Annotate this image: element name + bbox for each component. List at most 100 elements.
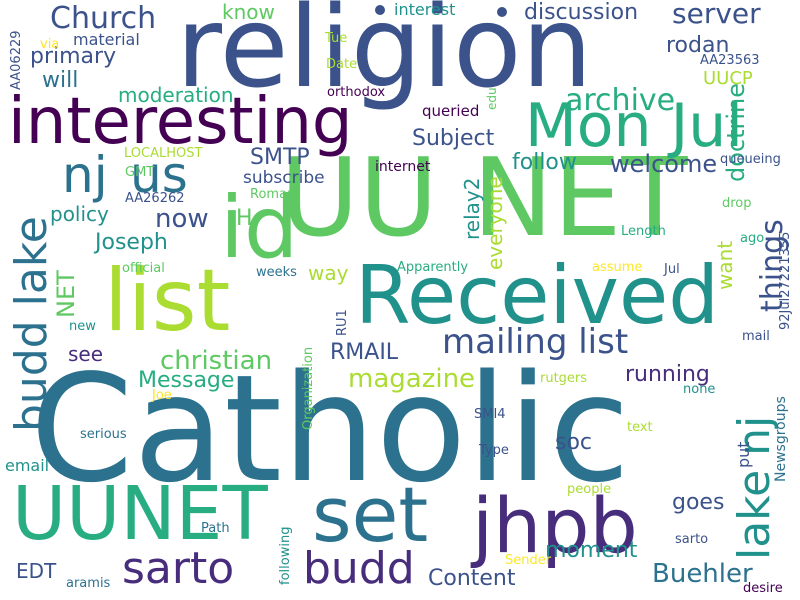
word-date: Date: [326, 57, 358, 72]
word-assume: assume: [592, 260, 643, 275]
word-jhpb: jhpb: [472, 481, 638, 570]
word-queried: queried: [422, 102, 480, 120]
word-received: Received: [355, 249, 719, 342]
dot-top-left: [375, 5, 385, 15]
word-weeks: weeks: [256, 265, 297, 280]
word-id: id: [220, 178, 299, 278]
word-92jul: 92Jul27221355: [778, 231, 793, 330]
word-via: via: [40, 37, 60, 52]
word-want: want: [713, 240, 737, 290]
word-budd-lake: budd lake: [6, 216, 57, 432]
word-internet: internet: [375, 159, 431, 175]
word-smtp: SMTP: [250, 145, 310, 170]
word-joe: Joe: [152, 388, 172, 403]
word-none: none: [683, 382, 716, 397]
word-roman: Roman: [250, 187, 296, 202]
word-gmt: GMT: [125, 165, 155, 180]
word-subject: Subject: [412, 126, 495, 151]
word-discussion: discussion: [524, 0, 639, 25]
word-christian: christian: [160, 346, 273, 376]
word-tue: Tue: [325, 31, 348, 46]
word-rutgers: rutgers: [540, 371, 588, 386]
word-people: people: [567, 482, 612, 497]
word-h: H: [236, 206, 253, 231]
word-everyone: everyone: [483, 176, 507, 270]
word-aa26262: AA26262: [125, 191, 185, 206]
word-follow: follow: [512, 150, 577, 175]
word-ago: ago: [740, 231, 765, 246]
word-email: email: [5, 456, 50, 475]
word-desire: desire: [743, 581, 783, 596]
word-interesting: interesting: [8, 85, 353, 159]
word-length: Length: [621, 224, 666, 239]
word-lake-nj: lake nj: [729, 415, 780, 560]
word-organization: Organization: [301, 346, 316, 430]
word-will: will: [42, 68, 79, 93]
word-uunet: UUNET: [12, 471, 268, 557]
word-see: see: [68, 342, 104, 366]
word-interest: interest: [394, 0, 456, 19]
word-catholic: Catholic: [30, 343, 631, 515]
word-list: list: [104, 251, 231, 351]
word-know: know: [222, 0, 275, 24]
word-buehler: Buehler: [652, 559, 753, 589]
word-running: running: [625, 362, 710, 387]
word-budd: budd: [303, 543, 415, 594]
word-welcome: welcome: [610, 150, 718, 178]
word-aramis: aramis: [66, 576, 111, 591]
word-following: following: [278, 526, 293, 585]
word-jul: Jul: [664, 262, 680, 277]
word-content: Content: [428, 566, 516, 591]
word-net: NET: [52, 270, 80, 318]
word-archive: archive: [565, 83, 676, 118]
word-rodan: rodan: [666, 33, 730, 58]
word-church: Church: [50, 1, 157, 36]
word-rmail: RMAIL: [330, 340, 399, 365]
word-sarto: sarto: [122, 543, 235, 594]
word-smi4: SMI4: [474, 407, 506, 422]
word-aa06229: AA06229: [9, 30, 24, 90]
word-aa23563: AA23563: [700, 53, 760, 68]
word-newsgroups: Newsgroups: [773, 396, 789, 482]
word-primary: primary: [30, 44, 117, 69]
dot-top-right: [497, 7, 507, 17]
word-orthodox: orthodox: [327, 85, 386, 100]
word-message: Message: [138, 368, 235, 393]
word-sender: Sender: [505, 553, 552, 568]
word-policy: policy: [50, 202, 109, 226]
word-doctrine: doctrine: [722, 82, 750, 182]
word-new: new: [69, 319, 96, 334]
word-put: put: [734, 441, 753, 468]
word-goes: goes: [672, 490, 725, 515]
word-sarto-small: sarto: [675, 532, 709, 547]
word-serious: serious: [80, 427, 127, 442]
word-mailing-list: mailing list: [442, 322, 629, 362]
word-religion: religion: [176, 0, 593, 113]
word-official: official: [122, 261, 165, 276]
word-apparently: Apparently: [397, 260, 469, 275]
word-material: material: [73, 30, 140, 49]
word-drop: drop: [722, 196, 752, 211]
word-ru1: RU1: [335, 309, 350, 336]
word-edu: edu: [485, 87, 499, 110]
word-path: Path: [201, 521, 230, 536]
word-moderation: moderation: [118, 83, 234, 107]
word-localhost: LOCALHOST: [124, 146, 203, 161]
word-us: us: [130, 146, 188, 204]
word-way: way: [308, 261, 349, 285]
word-soc: soc: [555, 430, 593, 455]
word-text: text: [627, 420, 653, 435]
word-joseph: Joseph: [95, 230, 168, 255]
word-mail: mail: [742, 329, 770, 344]
word-relay2: relay2: [460, 177, 484, 240]
word-nj: nj: [62, 146, 108, 204]
word-now: now: [155, 204, 209, 234]
word-uucp: UUCP: [703, 68, 753, 89]
word-mon-jul: Mon Jul: [525, 91, 743, 161]
word-subscribe: subscribe: [243, 168, 325, 188]
word-queueing: queueing: [720, 152, 781, 167]
word-edt: EDT: [16, 559, 57, 583]
word-server: server: [672, 0, 761, 30]
word-set: set: [312, 470, 429, 559]
